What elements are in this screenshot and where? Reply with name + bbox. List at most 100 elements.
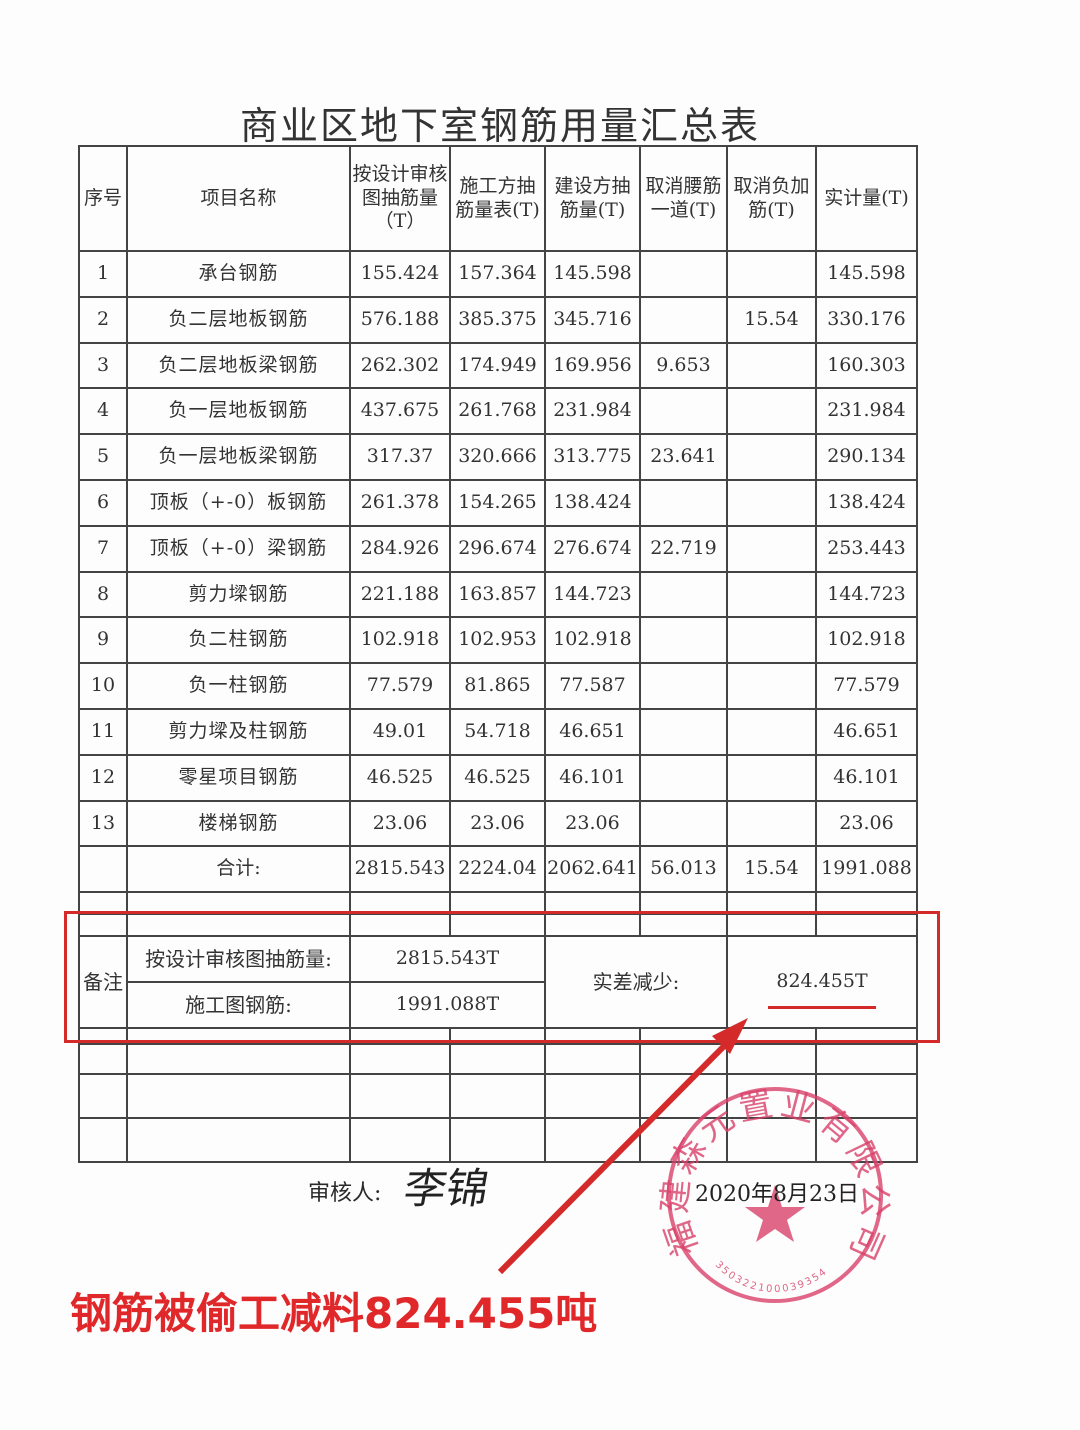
table-cell: [726, 662, 817, 710]
total-value: 15.54: [726, 845, 817, 894]
table-cell: [78, 1073, 128, 1120]
table-cell: 169.956: [544, 341, 641, 390]
column-header: 取消负加筋(T): [726, 145, 817, 252]
table-cell: 437.675: [349, 387, 451, 436]
annotation-arrow: [497, 1032, 738, 1275]
table-cell: 261.378: [349, 478, 451, 527]
table-cell: [544, 1043, 641, 1076]
table-cell: [544, 1073, 641, 1120]
construction-value: 1991.088T: [349, 981, 546, 1030]
column-header: 项目名称: [126, 145, 351, 252]
table-cell: [726, 341, 817, 390]
table-cell: 23.06: [349, 799, 451, 848]
design-label: 按设计审核图抽筋量:: [126, 935, 351, 984]
table-row: 1 承台钢筋 155.424 157.364 145.598 145.598: [78, 250, 918, 298]
blank-row: [78, 1043, 918, 1076]
total-row: 合计: 2815.543 2224.04 2062.641 56.013 15.54 199…: [78, 845, 918, 894]
table-cell: [726, 1117, 817, 1164]
table-cell: [639, 753, 728, 802]
diff-label: 实差减少:: [544, 935, 728, 1030]
table-cell: [639, 1073, 728, 1120]
table-cell: [544, 913, 641, 938]
table-cell: [544, 1117, 641, 1164]
table-cell: 9: [78, 616, 128, 665]
item-name: 承台钢筋: [126, 250, 351, 298]
highlight-box: [64, 911, 940, 1043]
table-cell: [639, 662, 728, 710]
table-cell: 54.718: [449, 707, 546, 756]
table-cell: [639, 387, 728, 436]
blank-row: [78, 1073, 918, 1120]
table-cell: 276.674: [544, 524, 641, 573]
table-cell: 77.579: [815, 662, 918, 710]
table-cell: 46.525: [449, 753, 546, 802]
table-cell: 154.265: [449, 478, 546, 527]
table-row: 4 负一层地板钢筋 437.675 261.768 231.984 231.984: [78, 387, 918, 436]
column-header: 序号: [78, 145, 128, 252]
table-cell: [726, 524, 817, 573]
table-cell: 46.651: [544, 707, 641, 756]
table-cell: 385.375: [449, 295, 546, 344]
table-row: 2 负二层地板钢筋 576.188 385.375 345.716 15.54 330.17…: [78, 295, 918, 344]
table-row: 13 楼梯钢筋 23.06 23.06 23.06 23.06: [78, 799, 918, 848]
annotation-caption: 钢筋被偷工减料824.455吨: [70, 1289, 598, 1338]
item-name: 负一层地板梁钢筋: [126, 433, 351, 481]
table-cell: 9.653: [639, 341, 728, 390]
table-cell: [639, 570, 728, 619]
header-row: 序号 项目名称 按设计审核图抽筋量（T） 施工方抽筋量表(T) 建设方抽筋量(T) 取消腰…: [78, 145, 918, 252]
table-row: 11 剪力墚及柱钢筋 49.01 54.718 46.651 46.651: [78, 707, 918, 756]
date: 2020年8月23日: [695, 1182, 859, 1207]
table-cell: [639, 295, 728, 344]
table-cell: 77.587: [544, 662, 641, 710]
item-name: 零星项目钢筋: [126, 753, 351, 802]
construction-label: 施工图钢筋:: [126, 981, 351, 1030]
table-cell: 6: [78, 478, 128, 527]
table-cell: 102.953: [449, 616, 546, 665]
total-value: 2062.641: [544, 845, 641, 894]
table-cell: [726, 799, 817, 848]
table-cell: 138.424: [815, 478, 918, 527]
table-cell: 313.775: [544, 433, 641, 481]
table-cell: 317.37: [349, 433, 451, 481]
table-cell: [815, 1073, 918, 1120]
table-cell: [78, 913, 128, 938]
item-name: 负二柱钢筋: [126, 616, 351, 665]
total-value: 2224.04: [449, 845, 546, 894]
table-cell: 296.674: [449, 524, 546, 573]
item-name: 楼梯钢筋: [126, 799, 351, 848]
table-cell: 145.598: [815, 250, 918, 298]
table-cell: 4: [78, 387, 128, 436]
table-cell: [126, 913, 351, 938]
table-cell: 49.01: [349, 707, 451, 756]
table-row: 9 负二柱钢筋 102.918 102.953 102.918 102.918: [78, 616, 918, 665]
table-cell: 1: [78, 250, 128, 298]
table-cell: [349, 1117, 451, 1164]
column-header: 取消腰筋一道(T): [639, 145, 728, 252]
table-row: 12 零星项目钢筋 46.525 46.525 46.101 46.101: [78, 753, 918, 802]
table-cell: 576.188: [349, 295, 451, 344]
table-cell: 345.716: [544, 295, 641, 344]
table-cell: 46.525: [349, 753, 451, 802]
table-cell: [726, 387, 817, 436]
table-cell: [726, 707, 817, 756]
item-name: 顶板（+-0）板钢筋: [126, 478, 351, 527]
item-name: 剪力墚钢筋: [126, 570, 351, 619]
table-cell: [78, 1117, 128, 1164]
table-cell: 253.443: [815, 524, 918, 573]
table-cell: [449, 1043, 546, 1076]
table-cell: [726, 250, 817, 298]
table-cell: 23.641: [639, 433, 728, 481]
table-cell: 284.926: [349, 524, 451, 573]
table-cell: 144.723: [544, 570, 641, 619]
design-value: 2815.543T: [349, 935, 546, 984]
table-cell: 262.302: [349, 341, 451, 390]
table-cell: 174.949: [449, 341, 546, 390]
table-row: 8 剪力墚钢筋 221.188 163.857 144.723 144.723: [78, 570, 918, 619]
table-cell: [726, 1043, 817, 1076]
table-cell: [726, 478, 817, 527]
column-header: 实计量(T): [815, 145, 918, 252]
table-cell: 138.424: [544, 478, 641, 527]
table-cell: 8: [78, 570, 128, 619]
table-cell: 231.984: [815, 387, 918, 436]
seal-star-icon: [745, 1185, 805, 1242]
